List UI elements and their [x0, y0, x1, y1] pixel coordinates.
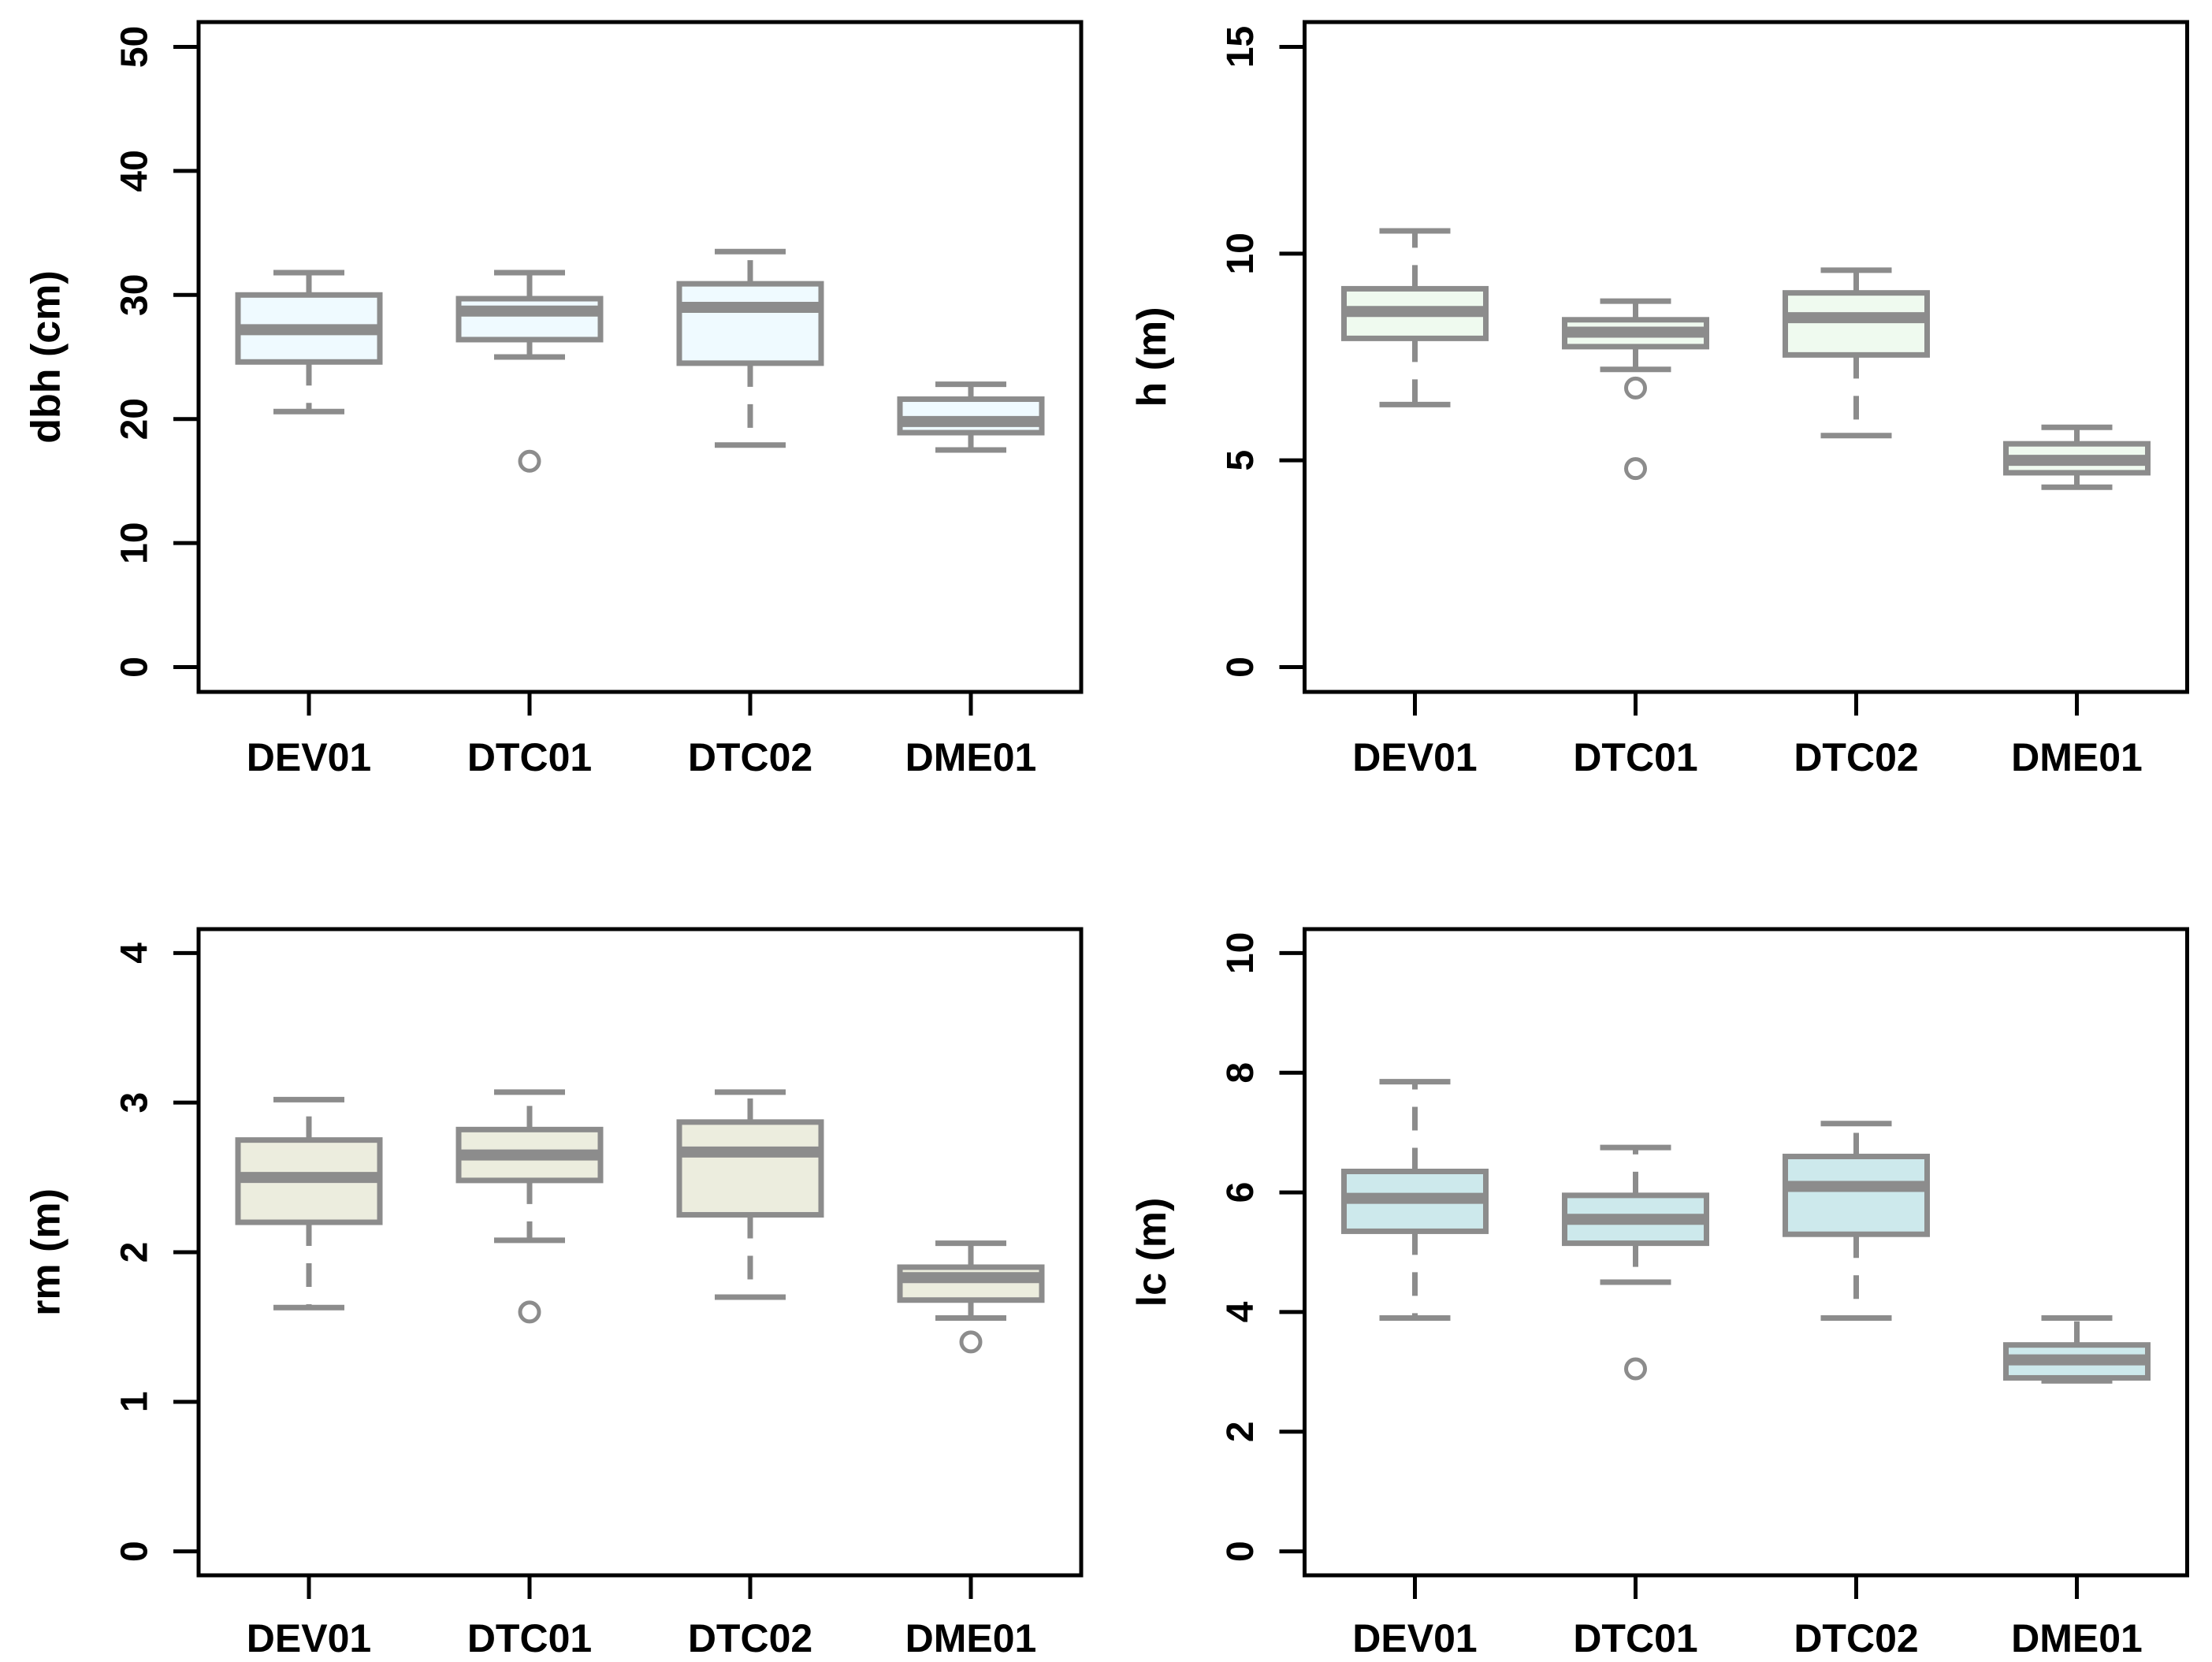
boxplot-box: [897, 396, 1045, 436]
y-axis-tick-label: 8: [1220, 1062, 1262, 1084]
x-axis-category-label: DTC01: [1573, 1616, 1697, 1660]
x-axis-category-label: DEV01: [247, 735, 371, 779]
y-axis-tick-label: 6: [1220, 1182, 1262, 1203]
y-axis-tick-label: 4: [1220, 1301, 1262, 1322]
boxplot-box: [897, 1264, 1045, 1303]
y-axis-tick-label: 10: [1220, 232, 1262, 274]
x-axis-category-label: DME01: [2011, 735, 2143, 779]
boxplot-box: [1783, 1154, 1930, 1237]
y-axis-tick-label: 30: [114, 274, 156, 316]
outlier-point: [518, 449, 541, 473]
y-axis-tick-label: 3: [114, 1092, 156, 1114]
plot-border: [196, 20, 1084, 694]
y-axis-tick-label: 1: [114, 1391, 156, 1412]
y-axis-tick-label: 15: [1220, 26, 1262, 68]
y-axis-title: dbh (cm): [24, 270, 69, 444]
boxplot-box: [1783, 290, 1930, 358]
outlier-point: [959, 1330, 983, 1354]
y-axis-tick-label: 0: [114, 656, 156, 678]
x-axis-category-label: DME01: [905, 735, 1037, 779]
outlier-point: [1624, 457, 1647, 481]
x-axis-category-label: DTC01: [1573, 735, 1697, 779]
x-axis-category-label: DEV01: [1352, 1616, 1477, 1660]
y-axis-tick-label: 0: [1220, 1541, 1262, 1562]
outlier-point: [1624, 376, 1647, 400]
panel-lc: 0 2 4 6 8 10 lc (m) DEV01 DTC01 DTC02 DME01: [1129, 927, 2189, 1660]
y-axis-title: h (m): [1129, 307, 1175, 407]
y-axis-tick-label: 20: [114, 398, 156, 440]
y-axis-title: lc (m): [1129, 1198, 1175, 1307]
panel-rm: 0 1 2 3 4 rm (m) DEV01 DTC01 DTC02 DME01: [24, 927, 1084, 1660]
plot-border: [1303, 927, 2189, 1578]
y-axis-tick-label: 4: [114, 943, 156, 964]
y-axis-tick-label: 0: [114, 1541, 156, 1562]
x-axis-category-label: DEV01: [247, 1616, 371, 1660]
y-axis-tick-label: 50: [114, 26, 156, 68]
outlier-point: [1624, 1357, 1647, 1381]
boxplot-box: [455, 296, 604, 343]
y-axis-tick-label: 2: [1220, 1421, 1262, 1442]
x-axis-category-label: DTC01: [467, 735, 592, 779]
x-axis-category-label: DME01: [2011, 1616, 2143, 1660]
x-axis-category-label: DTC01: [467, 1616, 592, 1660]
y-axis-tick-label: 0: [1220, 656, 1262, 678]
y-axis-title: rm (m): [24, 1188, 69, 1316]
y-axis-tick-label: 10: [114, 522, 156, 563]
x-axis-category-label: DTC02: [688, 1616, 812, 1660]
panel-dbh: 0 10 20 30 40 50 dbh (cm) DEV01 DTC01 DTC02 DME01: [24, 20, 1084, 779]
x-axis-category-label: DTC02: [1794, 735, 1918, 779]
panel-h: 0 5 10 15 h (m) DEV01 DTC01 DTC02 DME01: [1129, 20, 2189, 779]
plot-border: [1303, 20, 2189, 694]
x-axis-category-label: DEV01: [1352, 735, 1477, 779]
y-axis-tick-label: 10: [1220, 932, 1262, 974]
x-axis-category-label: DME01: [905, 1616, 1037, 1660]
boxplot-box: [676, 1119, 824, 1218]
x-axis-category-label: DTC02: [1794, 1616, 1918, 1660]
y-axis-tick-label: 5: [1220, 450, 1262, 471]
y-axis-tick-label: 2: [114, 1242, 156, 1263]
outlier-point: [518, 1300, 541, 1324]
x-axis-category-label: DTC02: [688, 735, 812, 779]
boxplot-box: [676, 281, 824, 366]
y-axis-tick-label: 40: [114, 150, 156, 191]
plot-border: [196, 927, 1084, 1578]
